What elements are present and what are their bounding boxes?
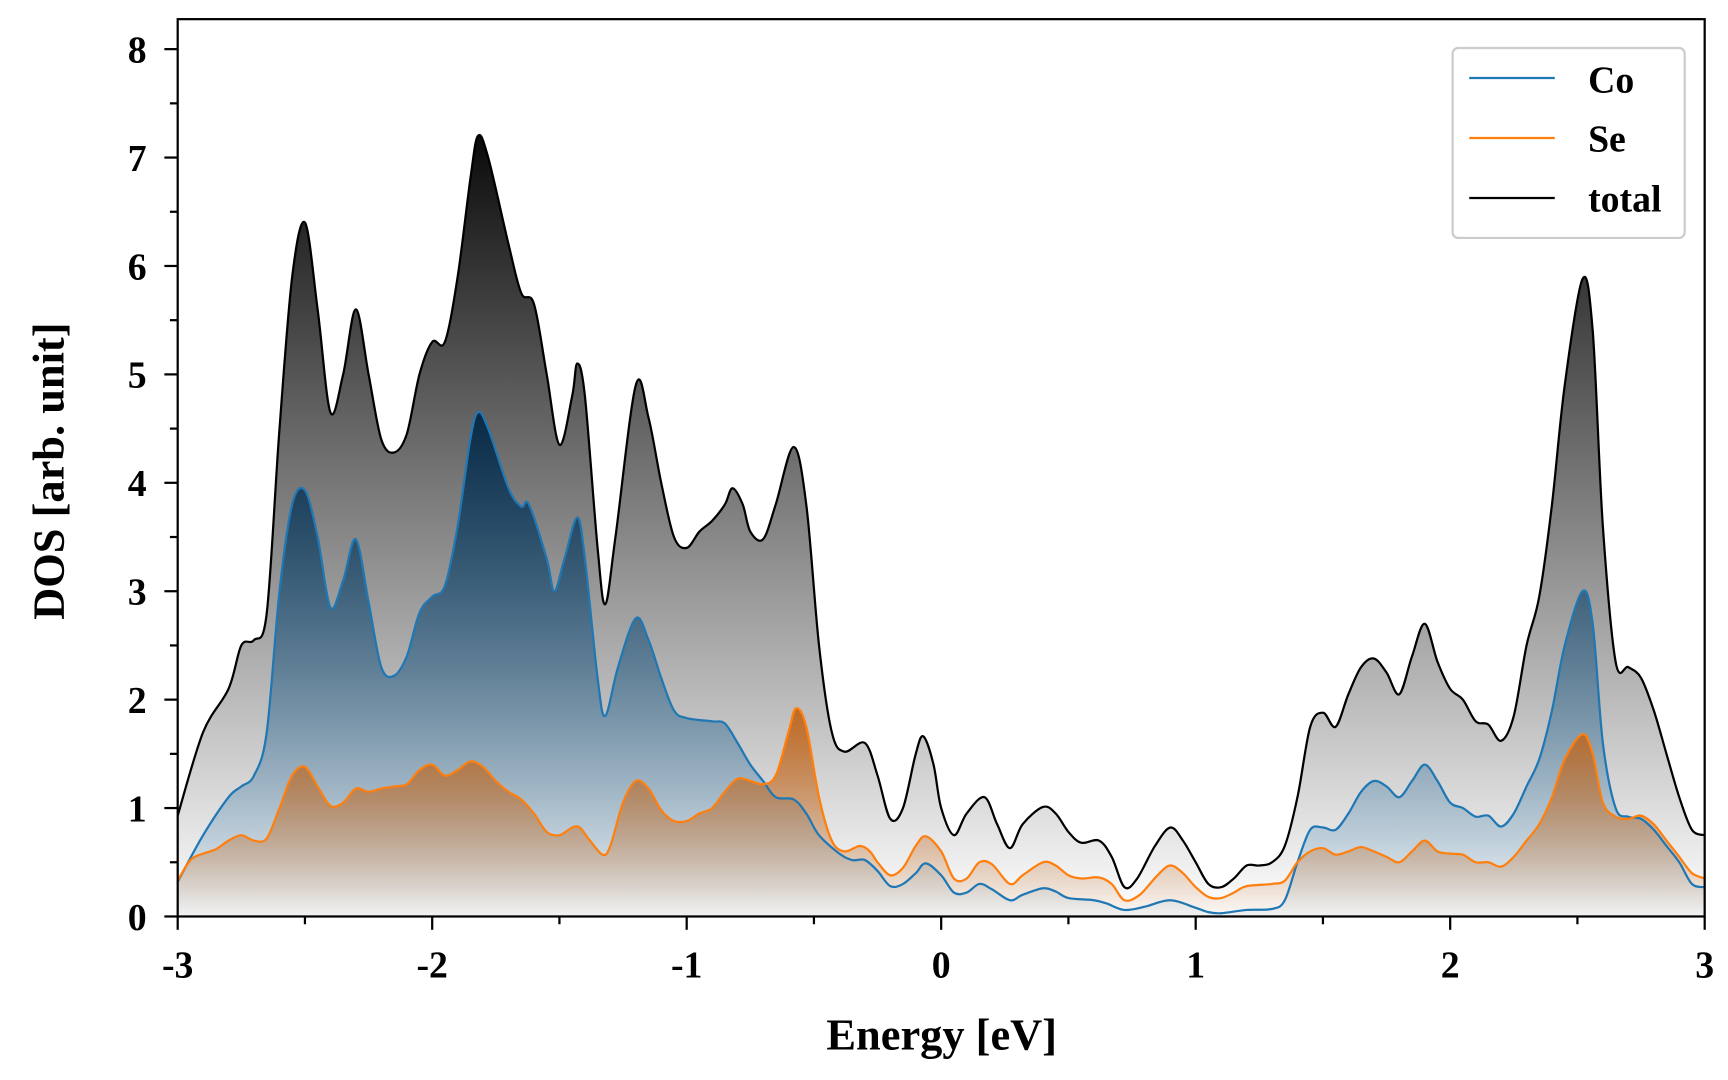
y-tick-label: 6 <box>128 246 147 288</box>
y-tick-label: 7 <box>128 138 147 180</box>
x-tick-label: 0 <box>932 945 951 987</box>
x-tick-label: -2 <box>416 945 447 987</box>
x-tick-label: 2 <box>1441 945 1460 987</box>
x-tick-label: -3 <box>162 945 193 987</box>
legend-label-total: total <box>1588 178 1661 220</box>
y-tick-label: 5 <box>128 355 147 397</box>
legend-label-se: Se <box>1588 118 1626 160</box>
legend-box <box>1451 46 1686 240</box>
x-tick-label: -1 <box>671 945 702 987</box>
y-tick-label: 4 <box>128 463 147 505</box>
fill-co <box>177 411 1705 917</box>
x-tick-label: 1 <box>1186 945 1205 987</box>
line-se <box>177 707 1705 902</box>
x-tick-label: 3 <box>1695 945 1714 987</box>
x-axis-label: Energy [eV] <box>826 1010 1057 1060</box>
y-axis-label: DOS [arb. unit] <box>23 322 73 619</box>
line-total <box>177 133 1705 890</box>
y-tick-label: 8 <box>128 29 147 71</box>
y-tick-label: 2 <box>128 680 147 722</box>
y-tick-label: 1 <box>128 788 147 830</box>
fill-se <box>177 708 1705 917</box>
legend: Co Se total <box>1451 46 1686 240</box>
line-co <box>177 410 1705 915</box>
legend-label-co: Co <box>1588 59 1634 101</box>
y-tick-label: 3 <box>128 572 147 614</box>
y-tick-label: 0 <box>128 897 147 939</box>
